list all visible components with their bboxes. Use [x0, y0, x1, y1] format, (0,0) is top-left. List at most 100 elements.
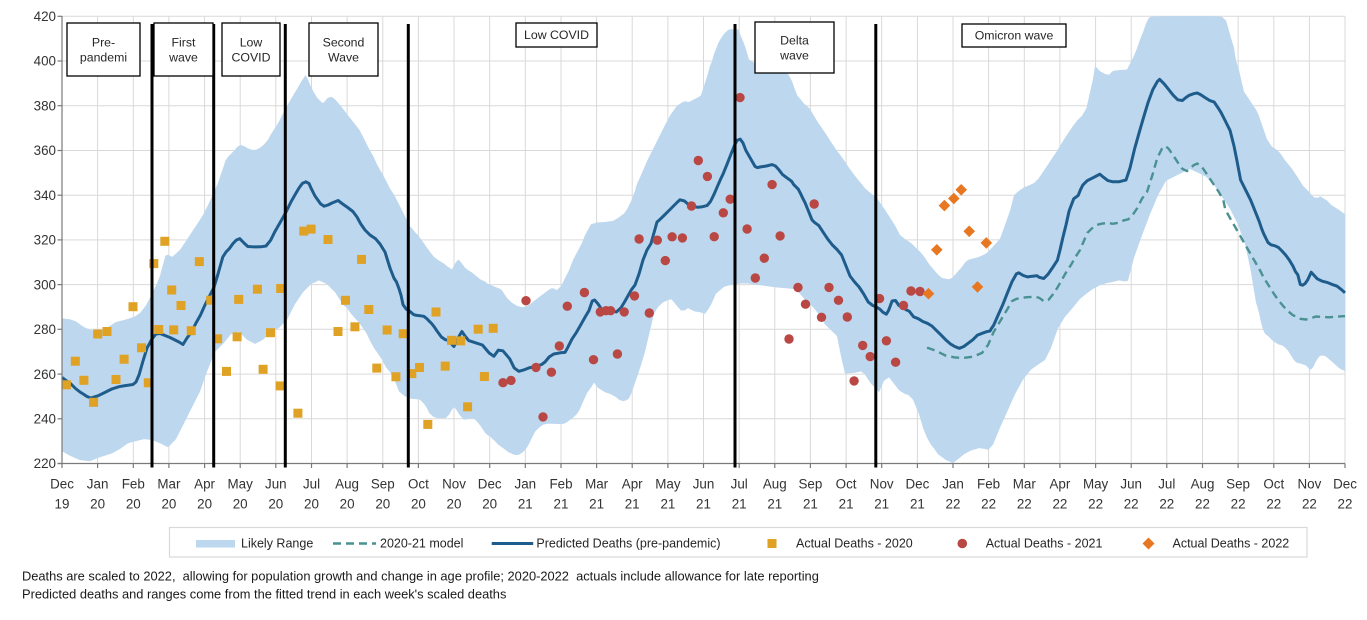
- svg-text:400: 400: [34, 54, 56, 69]
- svg-text:22: 22: [1124, 497, 1139, 512]
- svg-text:20: 20: [268, 497, 283, 512]
- svg-text:240: 240: [34, 412, 56, 427]
- svg-text:22: 22: [1231, 497, 1246, 512]
- svg-text:21: 21: [589, 497, 604, 512]
- svg-text:22: 22: [1017, 497, 1032, 512]
- svg-text:Jul: Jul: [1158, 477, 1175, 492]
- svg-text:Predicted deaths and ranges co: Predicted deaths and ranges come from th…: [22, 587, 506, 602]
- svg-text:Apr: Apr: [1049, 477, 1070, 492]
- svg-text:22: 22: [1159, 497, 1174, 512]
- svg-text:wave: wave: [779, 49, 809, 63]
- svg-text:Oct: Oct: [1263, 477, 1284, 492]
- svg-text:20: 20: [304, 497, 319, 512]
- svg-text:Oct: Oct: [408, 477, 429, 492]
- svg-text:22: 22: [1088, 497, 1103, 512]
- svg-text:Sep: Sep: [1226, 477, 1250, 492]
- svg-text:Jun: Jun: [1120, 477, 1142, 492]
- svg-text:Jan: Jan: [515, 477, 537, 492]
- svg-text:420: 420: [34, 9, 56, 24]
- svg-text:Aug: Aug: [1191, 477, 1215, 492]
- svg-text:Pre-: Pre-: [92, 35, 115, 49]
- svg-text:Omicron wave: Omicron wave: [975, 29, 1054, 43]
- svg-text:21: 21: [839, 497, 854, 512]
- svg-text:Jan: Jan: [942, 477, 964, 492]
- svg-text:Likely Range: Likely Range: [241, 537, 313, 551]
- svg-text:Jul: Jul: [303, 477, 320, 492]
- svg-text:Mar: Mar: [585, 477, 609, 492]
- svg-text:22: 22: [1195, 497, 1210, 512]
- svg-text:Actual Deaths - 2021: Actual Deaths - 2021: [986, 537, 1103, 551]
- svg-text:Jan: Jan: [87, 477, 109, 492]
- svg-text:Low: Low: [240, 35, 263, 49]
- svg-text:20: 20: [340, 497, 355, 512]
- svg-text:21: 21: [767, 497, 782, 512]
- svg-text:Low COVID: Low COVID: [524, 28, 589, 42]
- svg-text:Mar: Mar: [157, 477, 181, 492]
- svg-text:Jun: Jun: [265, 477, 287, 492]
- svg-text:Sep: Sep: [798, 477, 822, 492]
- svg-text:21: 21: [696, 497, 711, 512]
- svg-text:20: 20: [126, 497, 141, 512]
- svg-text:21: 21: [803, 497, 818, 512]
- svg-text:20: 20: [197, 497, 212, 512]
- svg-text:21: 21: [625, 497, 640, 512]
- svg-text:Nov: Nov: [442, 477, 466, 492]
- svg-text:20: 20: [90, 497, 105, 512]
- svg-text:Second: Second: [323, 35, 365, 49]
- svg-text:21: 21: [874, 497, 889, 512]
- svg-text:260: 260: [34, 367, 56, 382]
- svg-text:340: 340: [34, 188, 56, 203]
- svg-text:22: 22: [1266, 497, 1281, 512]
- svg-text:20: 20: [411, 497, 426, 512]
- svg-text:Oct: Oct: [836, 477, 857, 492]
- svg-text:Dec: Dec: [1333, 477, 1357, 492]
- svg-text:First: First: [172, 35, 196, 49]
- svg-text:Apr: Apr: [622, 477, 643, 492]
- svg-text:Feb: Feb: [977, 477, 1000, 492]
- svg-text:20: 20: [375, 497, 390, 512]
- svg-text:21: 21: [732, 497, 747, 512]
- svg-text:Delta: Delta: [780, 33, 809, 47]
- svg-text:May: May: [228, 477, 254, 492]
- svg-text:wave: wave: [168, 51, 198, 65]
- svg-text:Feb: Feb: [549, 477, 572, 492]
- svg-text:May: May: [1083, 477, 1109, 492]
- svg-text:Dec: Dec: [905, 477, 929, 492]
- svg-text:220: 220: [34, 456, 56, 471]
- svg-text:2020-21 model: 2020-21 model: [380, 537, 463, 551]
- svg-text:20: 20: [482, 497, 497, 512]
- svg-text:Wave: Wave: [328, 51, 359, 65]
- svg-text:Actual Deaths - 2022: Actual Deaths - 2022: [1173, 537, 1290, 551]
- svg-text:Dec: Dec: [50, 477, 74, 492]
- svg-text:21: 21: [660, 497, 675, 512]
- svg-text:300: 300: [34, 277, 56, 292]
- svg-text:21: 21: [518, 497, 533, 512]
- svg-text:22: 22: [946, 497, 961, 512]
- svg-text:Jun: Jun: [693, 477, 715, 492]
- svg-text:380: 380: [34, 98, 56, 113]
- svg-text:May: May: [655, 477, 681, 492]
- svg-text:Jul: Jul: [731, 477, 748, 492]
- svg-text:22: 22: [1052, 497, 1067, 512]
- svg-text:22: 22: [1338, 497, 1353, 512]
- svg-text:19: 19: [55, 497, 70, 512]
- svg-text:320: 320: [34, 233, 56, 248]
- svg-text:pandemi: pandemi: [80, 51, 127, 65]
- svg-text:Feb: Feb: [122, 477, 145, 492]
- svg-text:Dec: Dec: [478, 477, 502, 492]
- svg-text:Deaths are scaled to 2022, al: Deaths are scaled to 2022, allowing for …: [22, 569, 819, 584]
- svg-text:COVID: COVID: [232, 51, 271, 65]
- svg-text:Aug: Aug: [763, 477, 787, 492]
- svg-text:21: 21: [910, 497, 925, 512]
- svg-text:Predicted Deaths (pre-pandemic: Predicted Deaths (pre-pandemic): [536, 537, 720, 551]
- svg-text:Mar: Mar: [1013, 477, 1037, 492]
- svg-text:20: 20: [447, 497, 462, 512]
- svg-text:280: 280: [34, 322, 56, 337]
- svg-text:22: 22: [1302, 497, 1317, 512]
- svg-text:Sep: Sep: [371, 477, 395, 492]
- svg-text:360: 360: [34, 143, 56, 158]
- svg-text:Apr: Apr: [194, 477, 215, 492]
- svg-text:20: 20: [233, 497, 248, 512]
- svg-text:22: 22: [981, 497, 996, 512]
- svg-text:21: 21: [554, 497, 569, 512]
